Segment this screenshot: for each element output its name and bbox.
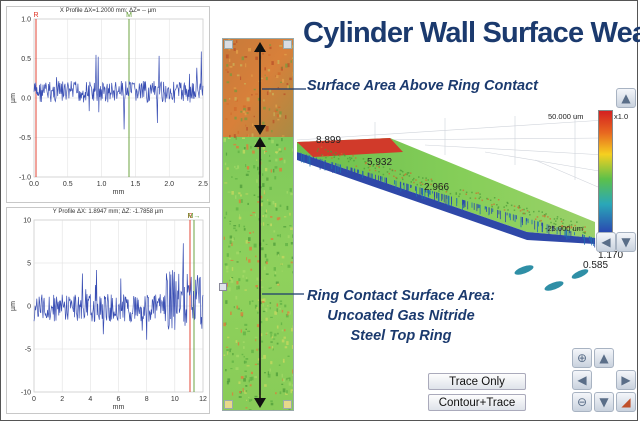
zoom-in-button[interactable]: ⊕: [572, 348, 592, 368]
surface-axis-label: 0.585: [583, 260, 609, 271]
red-marker-label: R: [33, 12, 38, 19]
axis-marker-icons: [514, 265, 589, 291]
x-tick-label: 10: [171, 396, 179, 403]
x-tick-label: 0.5: [63, 181, 73, 188]
x-profile-title: X Profile ΔX=1.2000 mm; ΔZ= -- µm: [59, 8, 157, 14]
x-tick-label: 4: [88, 396, 92, 403]
rotate-icon: ◀: [601, 235, 611, 249]
y-tick-label: -1.0: [19, 175, 31, 182]
surface-axis-label: 8.899: [316, 135, 342, 146]
zoom-out-button[interactable]: ⊖: [572, 392, 592, 412]
strip-corner-handle[interactable]: [283, 400, 292, 409]
callout-leader-contact: [262, 293, 304, 295]
y-tick-label: 0: [27, 304, 31, 311]
callout-above-ring: Surface Area Above Ring Contact: [307, 78, 538, 94]
surface-3d-view[interactable]: [295, 110, 640, 285]
x-axis-label: mm: [113, 404, 125, 411]
callout-contact-line2: Uncoated Gas Nitride: [327, 308, 475, 324]
y-tick-label: 5: [27, 261, 31, 268]
y-axis-label: µm: [10, 301, 17, 311]
pan-down-button[interactable]: ▼: [594, 392, 614, 412]
x-profile-plot: X Profile ΔX=1.2000 mm; ΔZ= -- µm 1.0 0.5…: [6, 6, 210, 203]
x-tick-label: 2.0: [164, 181, 174, 188]
x-tick-label: 2: [60, 396, 64, 403]
arrow-up-icon: ▲: [621, 91, 631, 105]
callout-contact-area: Ring Contact Surface Area: Uncoated Gas …: [305, 286, 497, 346]
view-up-button[interactable]: ▲: [616, 88, 636, 108]
strip-corner-handle[interactable]: [283, 40, 292, 49]
pan-right-button[interactable]: ▶: [616, 370, 636, 390]
y-profile-plot: Y Profile ΔX: 1.8947 mm; ΔZ: -1.7858 µm …: [6, 207, 210, 414]
arrow-down-icon: ▼: [599, 395, 609, 409]
y-profile-trace: [33, 243, 204, 340]
x-profile-chart: 1.00.50.0-0.5-1.00.0 0.5 1.0 1.5 2.0 2.5mmµmR…: [10, 12, 208, 196]
x-tick-label: 1.0: [97, 181, 107, 188]
magnifier-plus-icon: ⊕: [576, 351, 588, 365]
x-tick-label: 6: [117, 396, 121, 403]
surface-axis-label: 2.966: [424, 182, 450, 193]
colorbar-max-label: 50.000 um: [548, 112, 584, 121]
x-tick-label: 8: [145, 396, 149, 403]
y-tick-label: 0.5: [21, 56, 31, 63]
y-profile-title: Y Profile ΔX: 1.8947 mm; ΔZ: -1.7858 µm: [52, 209, 164, 215]
view-rotate-left-button[interactable]: ◀: [596, 232, 616, 252]
green-marker-label: M→: [188, 213, 201, 220]
surface-axis-label: 5.932: [367, 157, 393, 168]
x-tick-label: 0: [32, 396, 36, 403]
callout-contact-line1: Ring Contact Surface Area:: [307, 288, 495, 304]
pan-left-button[interactable]: ◀: [572, 370, 592, 390]
contour-trace-button[interactable]: Contour+Trace: [428, 394, 526, 411]
x-tick-label: 2.5: [198, 181, 208, 188]
colorbar: [598, 110, 613, 236]
pan-up-button[interactable]: ▲: [594, 348, 614, 368]
page-title: Cylinder Wall Surface Wear: [303, 17, 640, 49]
view-down-button[interactable]: ▼: [616, 232, 636, 252]
y-tick-label: -0.5: [19, 135, 31, 142]
y-tick-label: 0.0: [21, 96, 31, 103]
x-axis-label: mm: [113, 189, 125, 196]
zoom-level: x1.0: [614, 112, 629, 121]
arrow-down-icon: ▼: [621, 235, 631, 249]
home-icon: ◢: [621, 395, 631, 409]
x-tick-label: 0.0: [29, 181, 39, 188]
y-tick-label: -5: [25, 347, 31, 354]
callout-contact-line3: Steel Top Ring: [350, 328, 452, 344]
x-tick-label: 12: [199, 396, 207, 403]
arrow-up-icon: ▲: [599, 351, 609, 365]
red-marker-label: R: [187, 213, 192, 220]
colorbar-min-label: -25.000 um: [545, 224, 583, 233]
y-tick-label: 1.0: [21, 17, 31, 24]
strip-side-handle[interactable]: [219, 283, 227, 291]
magnifier-minus-icon: ⊖: [576, 395, 588, 409]
reset-view-button[interactable]: ◢: [616, 392, 636, 412]
y-axis-label: µm: [10, 93, 17, 103]
surface-axis-label: 1.170: [598, 250, 624, 261]
surface-contour-strip[interactable]: [222, 38, 294, 411]
green-marker-label: M: [126, 12, 132, 19]
trace-only-button[interactable]: Trace Only: [428, 373, 526, 390]
strip-corner-handle[interactable]: [224, 40, 233, 49]
strip-arrows: [254, 42, 266, 408]
x-tick-label: 1.5: [131, 181, 141, 188]
arrow-right-icon: ▶: [621, 373, 631, 387]
x-profile-trace: [33, 51, 204, 130]
y-tick-label: -10: [21, 390, 31, 397]
strip-corner-handle[interactable]: [224, 400, 233, 409]
arrow-left-icon: ◀: [577, 373, 587, 387]
y-tick-label: 10: [23, 218, 31, 225]
callout-leader-above: [262, 88, 306, 90]
